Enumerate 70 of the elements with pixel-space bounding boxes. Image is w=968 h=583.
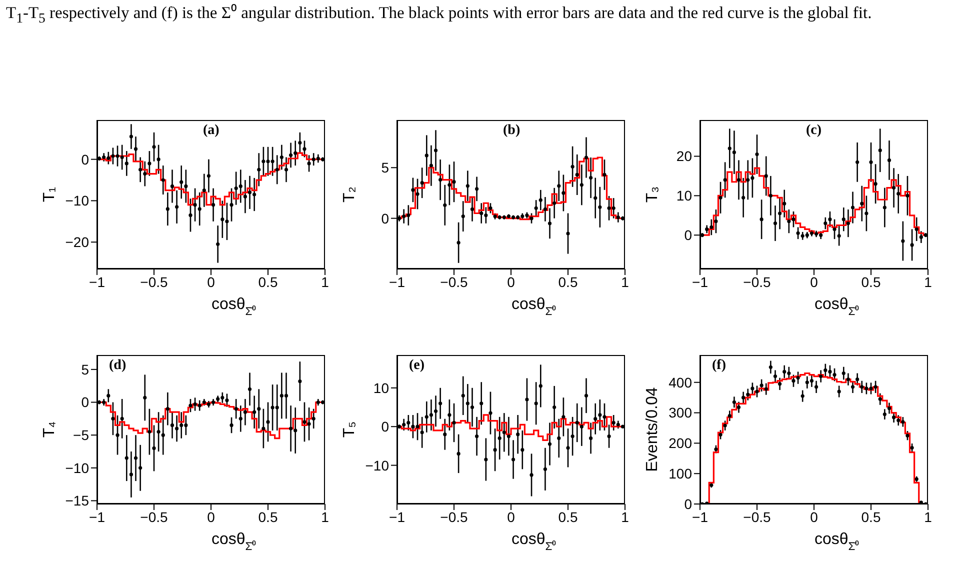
x-tick-label: 0 xyxy=(810,508,818,525)
y-tick-label: 20 xyxy=(676,148,692,164)
y-axis-title: T₁ xyxy=(41,186,58,202)
x-axis-title: cosθ$_{Σ̄⁰}$ xyxy=(814,531,860,553)
y-axis-title: T₂ xyxy=(341,186,358,202)
x-tick-label: 0 xyxy=(207,508,216,525)
x-tick-label: −1 xyxy=(389,274,406,290)
x-tick-label: 0 xyxy=(810,274,818,290)
x-tick-label: 1 xyxy=(621,274,630,290)
x-tick-label: 0 xyxy=(207,274,216,290)
annotation: (c) xyxy=(806,123,822,139)
y-tick-label: 200 xyxy=(668,435,692,452)
x-tick-label: 0 xyxy=(507,508,516,525)
x-axis-title: cosθ$_{Σ̄⁰}$ xyxy=(211,296,256,318)
annotation: (a) xyxy=(203,123,220,139)
y-tick-label: 10 xyxy=(373,380,390,396)
y-tick-label: −10 xyxy=(65,460,90,476)
y-axis-title: T₃ xyxy=(644,186,662,203)
x-axis-title: cosθ$_{Σ̄⁰}$ xyxy=(814,296,860,318)
x-tick-label: 0 xyxy=(507,274,516,290)
x-tick-label: 0.5 xyxy=(861,274,881,290)
y-tick-label: 300 xyxy=(668,404,692,421)
x-axis-title: cosθ$_{Σ̄⁰}$ xyxy=(211,531,256,553)
y-tick-label: 100 xyxy=(668,466,692,482)
y-tick-label: −15 xyxy=(65,492,90,509)
y-tick-label: 0 xyxy=(381,210,390,226)
x-tick-label: −1 xyxy=(692,508,708,525)
y-tick-label: 0 xyxy=(381,418,390,435)
text: T$_{1}$-T$_{5}$ respectively and (f) is the Σ⁰ angular distribution. The black points with error bars are data and the red curve is the global fit. xyxy=(6,2,873,28)
x-tick-label: 1 xyxy=(621,508,630,525)
x-axis-title: cosθ$_{Σ̄⁰}$ xyxy=(511,296,556,318)
annotation: (b) xyxy=(503,123,520,139)
x-tick-label: −0.5 xyxy=(440,274,468,290)
y-tick-label: 0 xyxy=(81,394,90,410)
y-axis-title: Events/0.04 xyxy=(644,387,662,472)
x-tick-label: −0.5 xyxy=(140,508,168,525)
x-tick-label: 0.5 xyxy=(558,508,578,525)
y-tick-label: 400 xyxy=(668,374,692,390)
annotation: (e) xyxy=(409,358,425,374)
y-tick-label: 5 xyxy=(81,361,90,378)
x-tick-label: 0.5 xyxy=(558,274,578,290)
x-tick-label: −1 xyxy=(692,274,708,290)
x-tick-label: 1 xyxy=(924,274,932,290)
x-tick-label: −0.5 xyxy=(743,508,772,525)
annotation: (f) xyxy=(712,358,726,374)
x-tick-label: 0.5 xyxy=(258,274,278,290)
x-tick-label: 1 xyxy=(321,274,330,290)
y-tick-label: 5 xyxy=(381,160,390,176)
x-tick-label: −0.5 xyxy=(140,274,168,290)
x-tick-label: −1 xyxy=(89,274,106,290)
y-tick-label: −20 xyxy=(65,234,90,250)
x-tick-label: −1 xyxy=(89,508,106,525)
y-tick-label: −10 xyxy=(365,457,390,474)
x-tick-label: −1 xyxy=(389,508,406,525)
x-tick-label: −0.5 xyxy=(743,274,772,290)
x-tick-label: 1 xyxy=(924,508,932,525)
y-tick-label: 10 xyxy=(676,188,692,204)
x-tick-label: 0.5 xyxy=(861,508,881,525)
y-axis-title: T₅ xyxy=(341,421,358,438)
y-tick-label: 0 xyxy=(684,227,692,244)
x-tick-label: 0.5 xyxy=(258,508,278,525)
x-tick-label: 1 xyxy=(321,508,330,525)
x-axis-title: cosθ$_{Σ̄⁰}$ xyxy=(511,531,556,553)
y-axis-title: T₄ xyxy=(41,421,58,438)
x-tick-label: −0.5 xyxy=(440,508,468,525)
y-tick-label: 0 xyxy=(81,151,90,168)
y-tick-label: −10 xyxy=(65,192,90,209)
y-tick-label: 0 xyxy=(684,496,692,512)
y-tick-label: −5 xyxy=(73,427,90,444)
annotation: (d) xyxy=(109,358,126,374)
